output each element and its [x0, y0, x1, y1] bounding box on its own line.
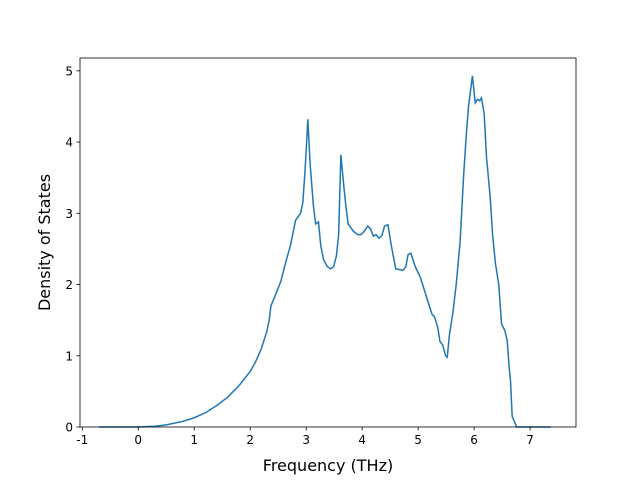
x-tick-label: 7 [526, 433, 534, 447]
y-tick-label: 2 [65, 278, 73, 292]
x-tick-label: 5 [414, 433, 422, 447]
y-tick-label: 3 [65, 207, 73, 221]
x-tick-label: 6 [470, 433, 478, 447]
y-tick-label: 4 [65, 136, 73, 150]
plot-frame [79, 57, 577, 428]
data-line [99, 75, 551, 428]
y-axis-label: Density of States [35, 174, 54, 311]
y-tick-label: 0 [65, 421, 73, 435]
y-tick-label: 1 [65, 349, 73, 363]
x-tick-label: 1 [190, 433, 198, 447]
x-tick-label: 2 [246, 433, 254, 447]
x-tick-label: 3 [302, 433, 310, 447]
x-tick-label: 4 [358, 433, 366, 447]
x-tick-label: -1 [76, 433, 88, 447]
x-tick-label: 0 [134, 433, 142, 447]
x-axis-label: Frequency (THz) [263, 456, 393, 475]
y-tick-label: 5 [65, 64, 73, 78]
